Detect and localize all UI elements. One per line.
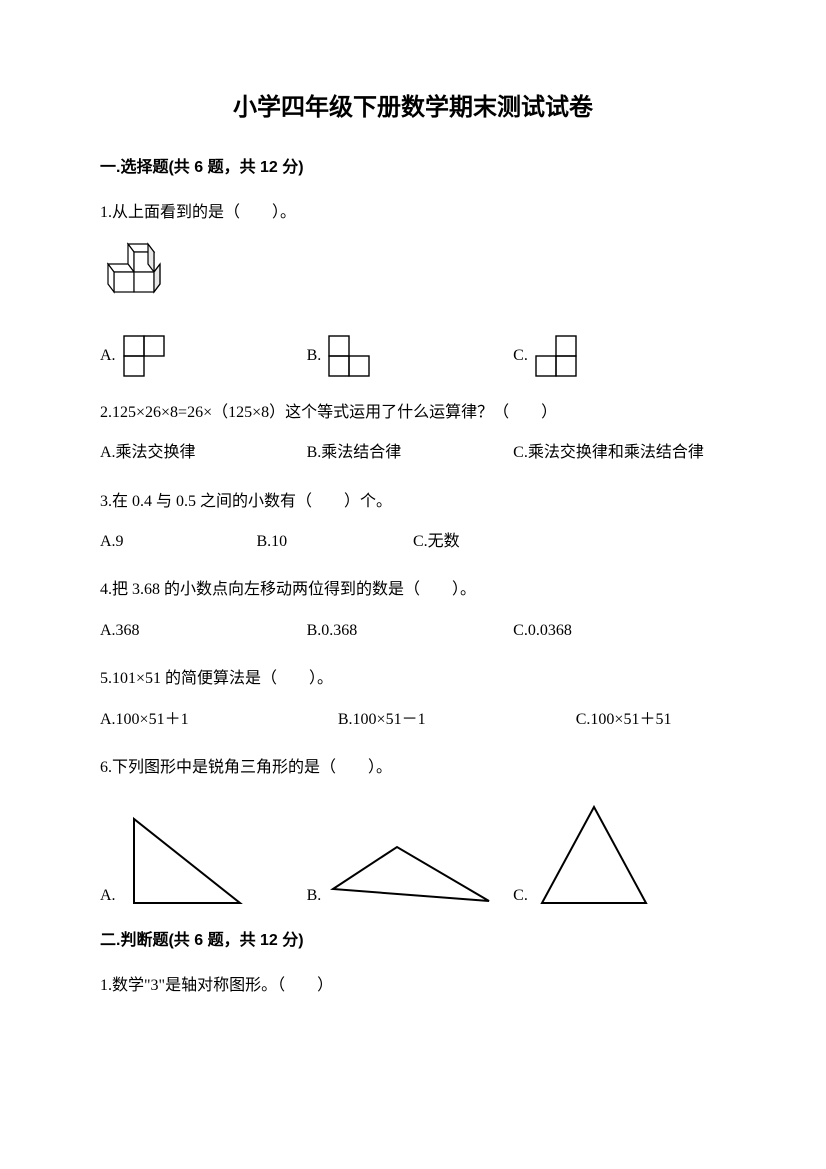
q5-option-c[interactable]: C.100×51＋51 [576, 705, 726, 735]
question-3-text: 3.在 0.4 与 0.5 之间的小数有（ ）个。 [100, 487, 726, 517]
s2-question-1-text: 1.数学"3"是轴对称图形。（ ） [100, 971, 726, 1001]
question-1-text: 1.从上面看到的是（ ）。 [100, 198, 726, 228]
grid-icon-b [327, 334, 373, 378]
q6-optA-label: A. [100, 881, 116, 911]
question-4-options: A.368 B.0.368 C.0.0368 [100, 616, 726, 646]
q5-option-a[interactable]: A.100×51＋1 [100, 705, 338, 735]
question-6-text: 6.下列图形中是锐角三角形的是（ ）。 [100, 753, 726, 783]
page-title: 小学四年级下册数学期末测试试卷 [100, 90, 726, 126]
cube-figure [100, 240, 726, 313]
q2-option-b[interactable]: B.乘法结合律 [307, 438, 514, 468]
q2-option-c[interactable]: C.乘法交换律和乘法结合律 [513, 438, 720, 468]
question-2: 2.125×26×8=26×（125×8）这个等式运用了什么运算律？（ ） A.… [100, 398, 726, 469]
question-6-options: A. B. C. [100, 801, 726, 911]
q6-optB-label: B. [307, 881, 322, 911]
q3-option-a[interactable]: A.9 [100, 527, 257, 557]
q5-option-b[interactable]: B.100×51－1 [338, 705, 576, 735]
acute-triangle-icon [534, 801, 654, 911]
q3-option-b[interactable]: B.10 [257, 527, 414, 557]
s2-question-1: 1.数学"3"是轴对称图形。（ ） [100, 971, 726, 1001]
grid-icon-c [534, 334, 580, 378]
q2-option-a[interactable]: A.乘法交换律 [100, 438, 307, 468]
q1-optB-label: B. [307, 341, 322, 371]
question-5-options: A.100×51＋1 B.100×51－1 C.100×51＋51 [100, 705, 726, 735]
q3-option-c[interactable]: C.无数 [413, 527, 570, 557]
question-3-options: A.9 B.10 C.无数 [100, 527, 726, 557]
question-1-options: A. B. C. [100, 334, 726, 378]
q6-option-c[interactable]: C. [513, 801, 720, 911]
q1-option-a[interactable]: A. [100, 334, 307, 378]
q1-option-b[interactable]: B. [307, 334, 514, 378]
question-5: 5.101×51 的简便算法是（ ）。 A.100×51＋1 B.100×51－… [100, 664, 726, 735]
grid-icon-a [122, 334, 168, 378]
question-2-options: A.乘法交换律 B.乘法结合律 C.乘法交换律和乘法结合律 [100, 438, 726, 468]
question-4-text: 4.把 3.68 的小数点向左移动两位得到的数是（ ）。 [100, 575, 726, 605]
q1-option-c[interactable]: C. [513, 334, 720, 378]
question-4: 4.把 3.68 的小数点向左移动两位得到的数是（ ）。 A.368 B.0.3… [100, 575, 726, 646]
section-1-header: 一.选择题(共 6 题，共 12 分) [100, 156, 726, 180]
question-1: 1.从上面看到的是（ ）。 [100, 198, 726, 378]
obtuse-triangle-icon [327, 841, 497, 911]
q1-optC-label: C. [513, 341, 528, 371]
q4-option-b[interactable]: B.0.368 [307, 616, 514, 646]
question-3: 3.在 0.4 与 0.5 之间的小数有（ ）个。 A.9 B.10 C.无数 [100, 487, 726, 558]
question-6: 6.下列图形中是锐角三角形的是（ ）。 A. B. C. [100, 753, 726, 911]
q4-option-a[interactable]: A.368 [100, 616, 307, 646]
q6-option-a[interactable]: A. [100, 811, 307, 911]
question-5-text: 5.101×51 的简便算法是（ ）。 [100, 664, 726, 694]
section-2-header: 二.判断题(共 6 题，共 12 分) [100, 929, 726, 953]
q6-optC-label: C. [513, 881, 528, 911]
question-2-text: 2.125×26×8=26×（125×8）这个等式运用了什么运算律？（ ） [100, 398, 726, 428]
q4-option-c[interactable]: C.0.0368 [513, 616, 720, 646]
right-triangle-icon [122, 811, 252, 911]
q6-option-b[interactable]: B. [307, 841, 514, 911]
q1-optA-label: A. [100, 341, 116, 371]
